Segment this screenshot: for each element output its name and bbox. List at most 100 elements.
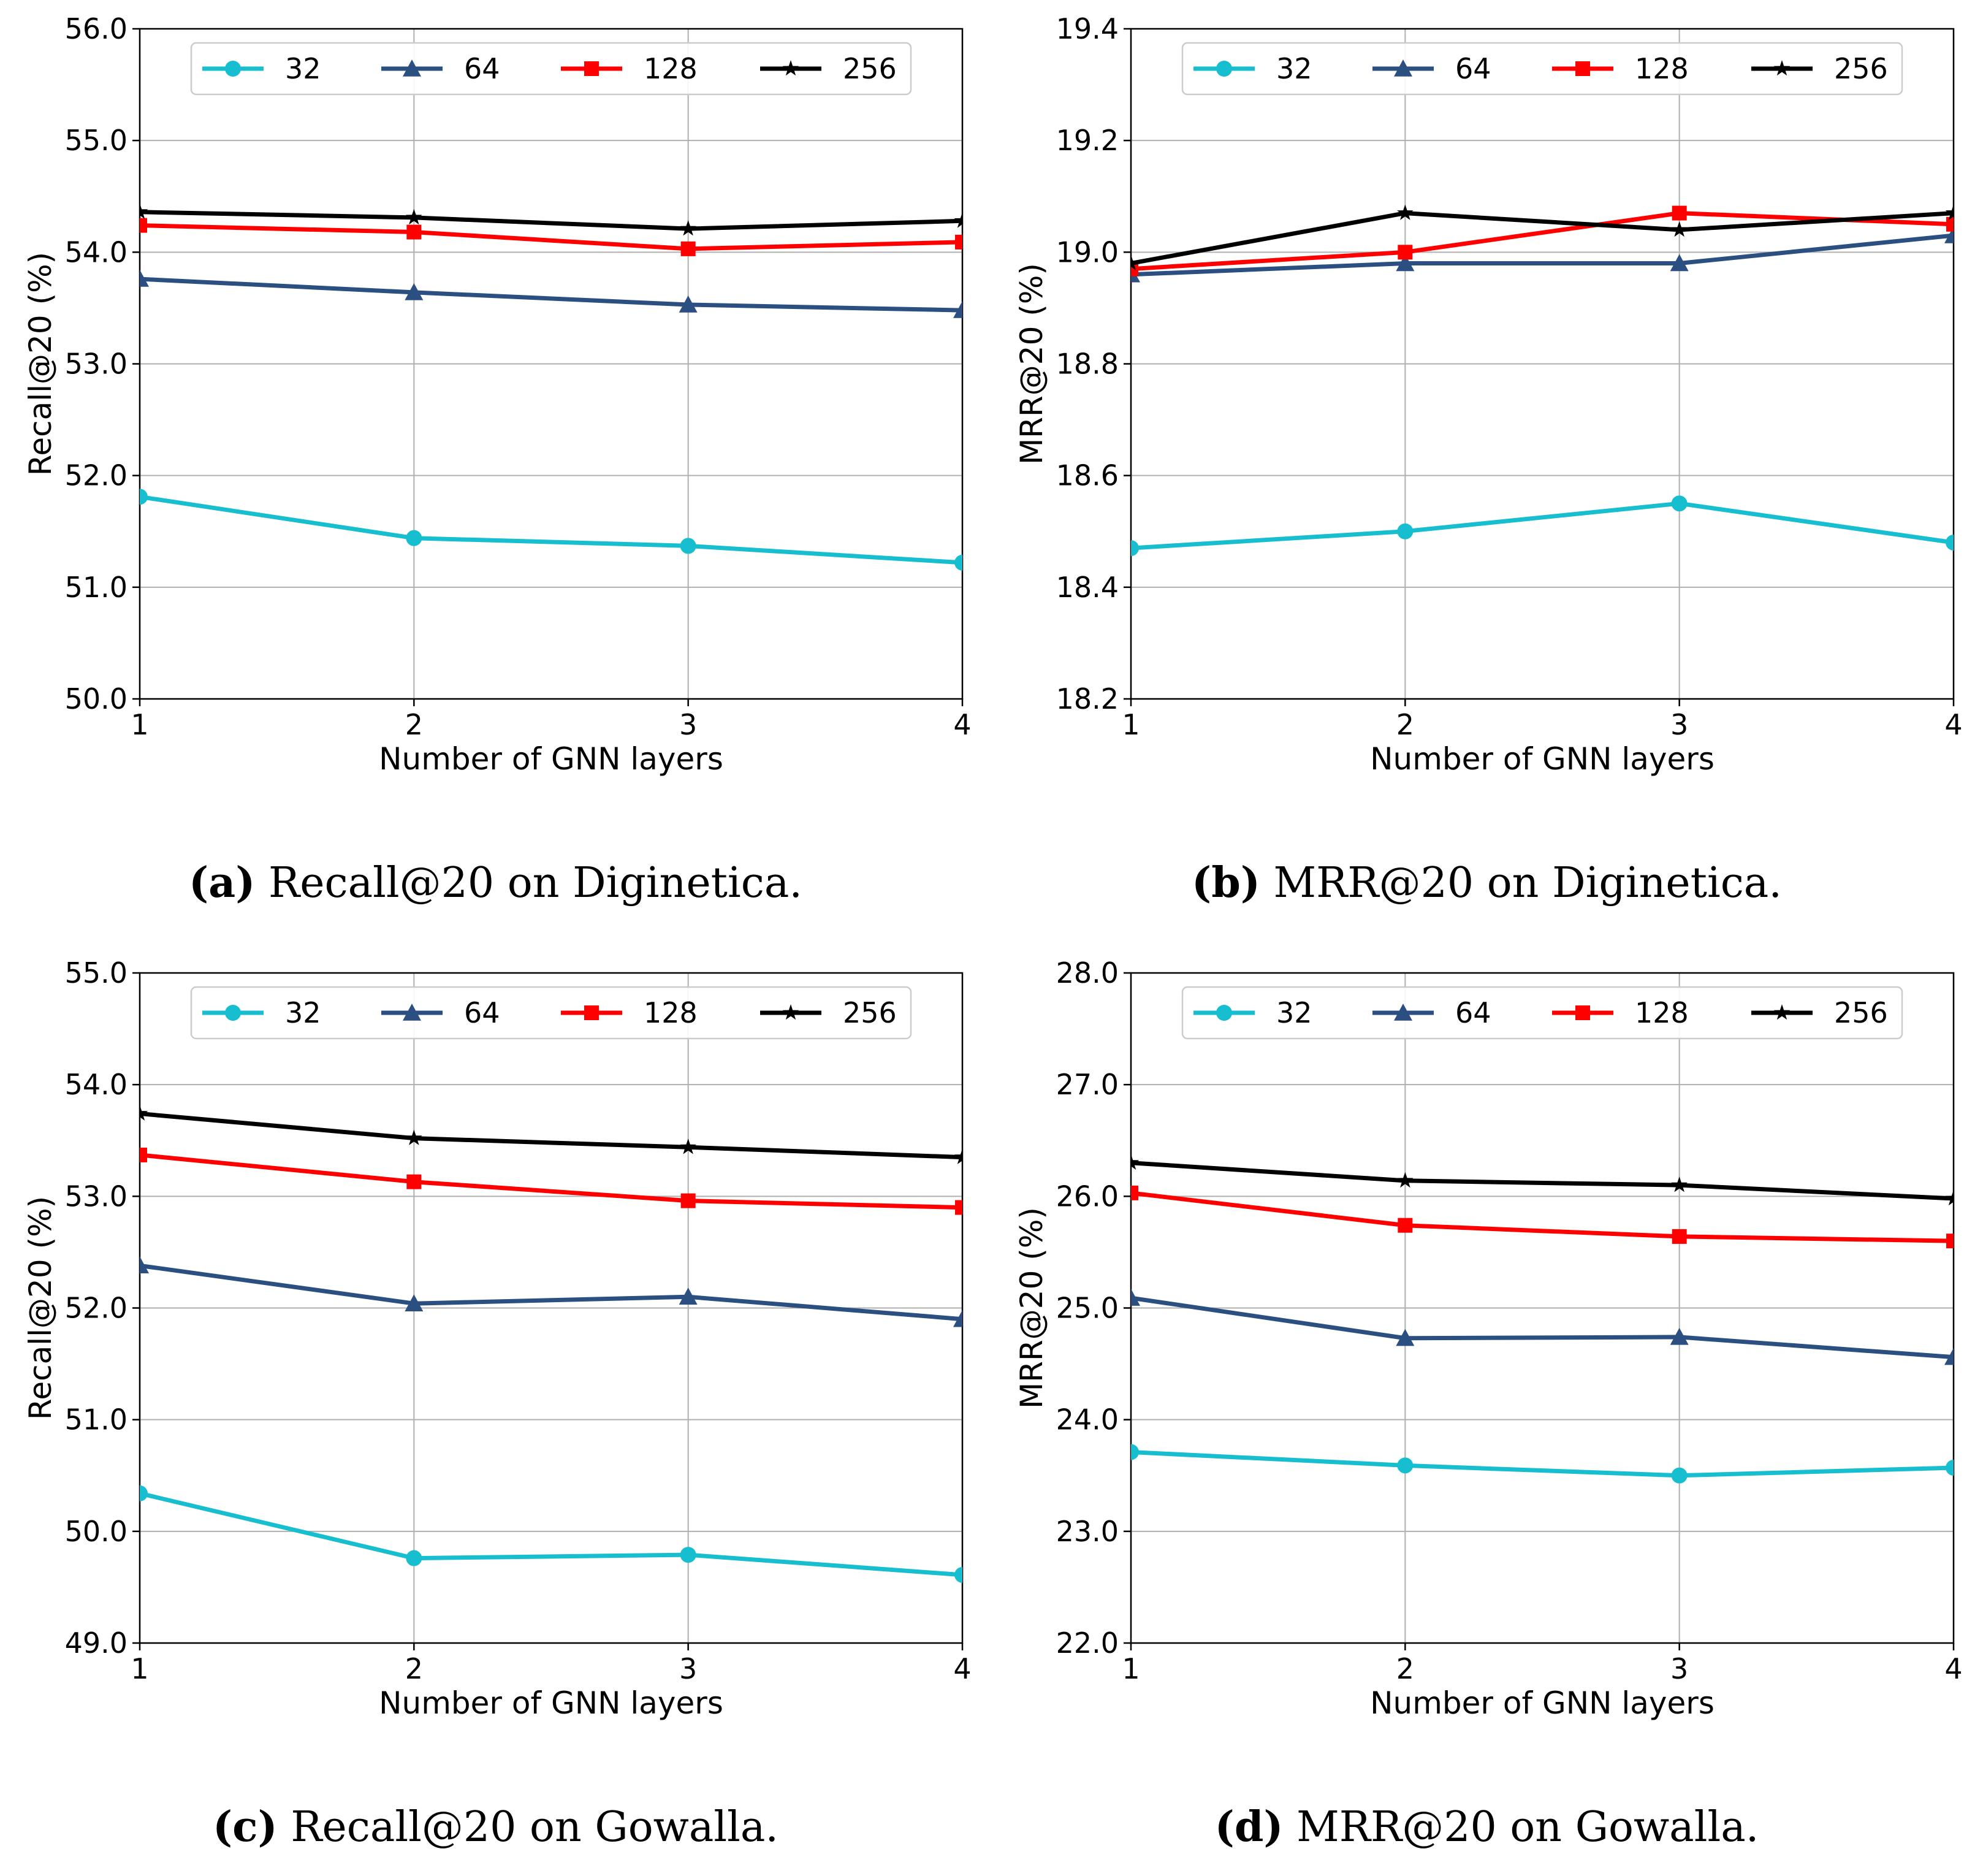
caption-c-text: Recall@20 on Gowalla. [291, 1803, 779, 1851]
y-tick-label: 27.0 [1056, 1068, 1119, 1101]
series-64-line [1131, 1295, 1954, 1360]
series-32-point [1397, 523, 1414, 540]
x-tick-label: 2 [1396, 708, 1414, 741]
series-256-point [140, 1105, 148, 1121]
y-axis-label: MRR@20 (%) [1014, 1207, 1049, 1409]
ticks: 22.0 23.0 24.0 25.0 26.0 27.0 28.0 1 2 3 4 [1056, 956, 1963, 1685]
plot-area [140, 1105, 962, 1583]
y-tick-label: 50.0 [65, 682, 128, 715]
series-128-point [1672, 205, 1687, 221]
series-64-point [1396, 1329, 1415, 1346]
legend-label: 128 [1635, 52, 1689, 85]
y-tick-label: 49.0 [65, 1626, 128, 1660]
legend-entry-256: 256 [1751, 996, 1888, 1029]
legend-box [190, 986, 912, 1040]
series-32 [140, 1485, 962, 1583]
series-64-point [679, 1287, 698, 1305]
series-32-line [1131, 501, 1954, 551]
x-tick-label: 4 [1944, 708, 1962, 741]
series-256-line [140, 1111, 962, 1160]
y-axis-label: Recall@20 (%) [23, 1196, 58, 1420]
series-64-point [1670, 254, 1689, 272]
panel-d-chart: 22.0 23.0 24.0 25.0 26.0 27.0 28.0 1 2 3 4 Number o… [1014, 956, 1963, 1721]
y-tick-label: 24.0 [1056, 1403, 1119, 1436]
legend-box [1181, 986, 1903, 1040]
y-tick-label: 19.0 [1056, 235, 1119, 269]
x-tick-label: 2 [1396, 1652, 1414, 1685]
y-tick-label: 53.0 [65, 348, 128, 381]
series-256-point [1945, 1190, 1954, 1206]
y-axis-label: MRR@20 (%) [1014, 263, 1049, 465]
legend-label: 64 [1455, 52, 1491, 85]
plot-area [1131, 1154, 1954, 1484]
series-128-point [1131, 1185, 1138, 1200]
y-tick-label: 51.0 [65, 571, 128, 604]
legend-label: 256 [1834, 996, 1888, 1029]
series-128-point [140, 1147, 147, 1162]
series-256 [1131, 204, 1954, 270]
caption-a-tag: (a) [189, 858, 256, 907]
caption-c: (c) Recall@20 on Gowalla. [0, 1802, 991, 1851]
legend-marker [403, 59, 421, 77]
legend-label: 128 [644, 996, 698, 1029]
legend: 32 64 128 256 [1181, 986, 1903, 1040]
legend-marker [1216, 1005, 1232, 1021]
panel-c-chart: 49.0 50.0 51.0 52.0 53.0 54.0 55.0 1 2 3 4 Number o… [23, 956, 972, 1721]
series-32-point [680, 538, 696, 554]
legend-label: 64 [464, 996, 500, 1029]
series-256-point [140, 203, 148, 219]
grid [1130, 972, 1954, 1644]
x-tick-label: 3 [679, 1652, 697, 1685]
x-tick-label: 3 [679, 708, 697, 741]
series-128 [1131, 1185, 1954, 1249]
series-32 [1131, 495, 1954, 557]
series-64-point [1131, 1289, 1140, 1306]
legend-label: 32 [285, 52, 321, 85]
series-128-point [140, 218, 147, 233]
series-128-point [680, 241, 696, 256]
x-tick-label: 3 [1670, 708, 1688, 741]
x-tick-label: 1 [1122, 708, 1140, 741]
legend-marker [584, 1005, 599, 1020]
series-128-point [1398, 245, 1413, 260]
series-128-point [406, 224, 422, 240]
x-tick-label: 4 [953, 708, 971, 741]
y-tick-label: 28.0 [1056, 956, 1119, 989]
x-tick-label: 3 [1670, 1652, 1688, 1685]
series-256-point [1397, 204, 1414, 220]
series-64 [140, 1256, 962, 1327]
caption-d-text: MRR@20 on Gowalla. [1296, 1803, 1759, 1851]
series-32-point [954, 554, 962, 571]
series-256-point [680, 220, 696, 236]
series-64-point [679, 295, 698, 313]
legend-label: 128 [1635, 996, 1689, 1029]
series-256-line [1131, 1161, 1954, 1201]
y-tick-label: 18.4 [1056, 571, 1119, 604]
series-32-point [1397, 1457, 1414, 1474]
legend-label: 256 [1834, 52, 1888, 85]
legend-entry-256: 256 [1751, 52, 1888, 85]
legend-entry-64: 64 [1372, 996, 1491, 1029]
legend: 32 64 128 256 [1181, 42, 1903, 96]
legend-marker [1216, 61, 1232, 77]
plot-area [1131, 204, 1954, 557]
legend-entry-128: 128 [561, 52, 698, 85]
series-64-point [1396, 254, 1415, 272]
y-tick-label: 55.0 [65, 124, 128, 157]
series-256-point [1397, 1172, 1414, 1188]
y-tick-label: 52.0 [65, 459, 128, 492]
series-64-line [1131, 233, 1954, 277]
series-32-line [140, 494, 962, 565]
y-tick-label: 18.8 [1056, 348, 1119, 381]
plot-area [140, 203, 962, 571]
series-32-point [1131, 1444, 1139, 1460]
series-32-line [140, 1491, 962, 1577]
series-64-point [1944, 1348, 1954, 1365]
grid [139, 28, 963, 700]
legend-label: 256 [843, 52, 897, 85]
series-32 [1131, 1444, 1954, 1484]
panel-a-chart: 50.0 51.0 52.0 53.0 54.0 55.0 56.0 1 2 3 4 Number o… [23, 12, 972, 777]
series-256 [140, 203, 962, 236]
legend-marker [403, 1004, 421, 1021]
